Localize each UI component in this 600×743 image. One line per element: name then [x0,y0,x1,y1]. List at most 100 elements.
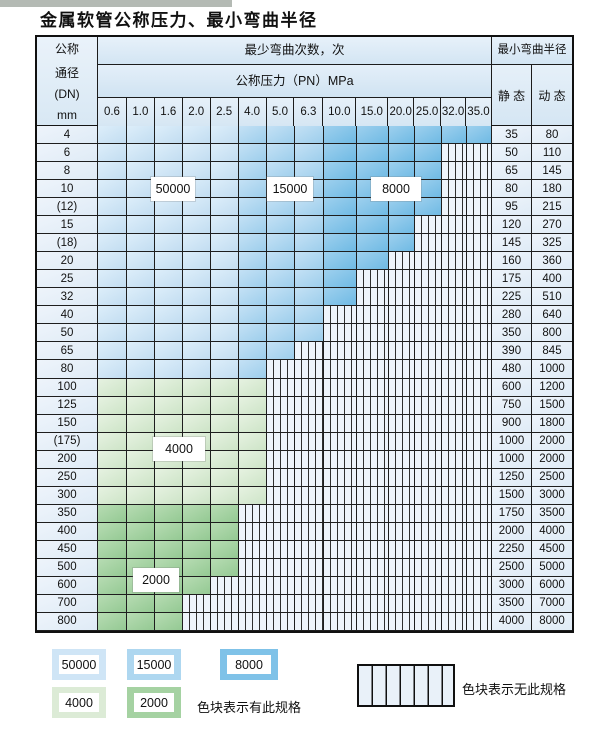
no-spec-cell [389,270,415,289]
static-radius-cell: 175 [492,270,532,289]
no-spec-cell [389,288,415,307]
no-spec-cell [295,576,324,595]
no-spec-cell [324,522,357,541]
spec-cell [127,342,155,361]
no-spec-cell [467,540,492,559]
static-radius-cell: 1750 [492,504,532,523]
no-spec-cell [324,432,357,451]
static-radius-cell: 1000 [492,450,532,469]
no-spec-cell [357,306,389,325]
dn-cell: 700 [37,594,98,613]
spec-cell [357,144,389,163]
no-spec-cell [442,162,467,181]
spec-cell [211,234,239,253]
static-radius-cell: 35 [492,126,532,145]
no-spec-cell [389,396,415,415]
dn-cell: 40 [37,306,98,325]
no-spec-cell [357,522,389,541]
static-radius-cell: 1500 [492,486,532,505]
static-radius-cell: 900 [492,414,532,433]
spec-cell [211,198,239,217]
no-spec-cell [415,414,442,433]
static-radius-cell: 2250 [492,540,532,559]
spec-cell [98,126,127,145]
no-spec-cell [389,522,415,541]
no-spec-cell [357,432,389,451]
no-spec-cell [467,270,492,289]
spec-cell [211,522,239,541]
spec-cell [127,144,155,163]
spec-cell [127,198,155,217]
spec-cell [127,468,155,487]
spec-cell [155,126,183,145]
spec-cell [155,288,183,307]
no-spec-cell [357,450,389,469]
no-spec-cell [442,198,467,217]
dn-cell: (12) [37,198,98,217]
no-spec-cell [239,540,267,559]
no-spec-cell [467,450,492,469]
spec-cell [98,144,127,163]
no-spec-cell [324,558,357,577]
spec-cell [183,126,211,145]
spec-cell [183,378,211,397]
spec-cell [239,288,267,307]
no-spec-cell [467,216,492,235]
dn-cell: 150 [37,414,98,433]
spec-cell [211,324,239,343]
dynamic-radius-cell: 640 [532,306,572,325]
spec-cell [127,162,155,181]
no-spec-cell [295,540,324,559]
dynamic-radius-cell: 400 [532,270,572,289]
no-spec-cell [415,252,442,271]
dynamic-radius-cell: 2000 [532,450,572,469]
spec-cell [211,180,239,199]
no-spec-cell [295,612,324,631]
dynamic-radius-cell: 7000 [532,594,572,613]
spec-cell [127,360,155,379]
no-spec-cell [467,234,492,253]
dynamic-radius-cell: 145 [532,162,572,181]
dn-cell: 400 [37,522,98,541]
no-spec-cell [267,486,295,505]
legend-swatch-2000: 2000 [127,687,181,718]
spec-cell [155,252,183,271]
spec-cell [267,306,295,325]
spec-cell [239,234,267,253]
spec-cell [239,432,267,451]
no-spec-cell [389,504,415,523]
spec-cell [389,144,415,163]
no-spec-cell [442,324,467,343]
spec-cell [211,378,239,397]
spec-cell [183,414,211,433]
no-spec-cell [389,450,415,469]
table-header: 公称 通径 (DN) mm 最少弯曲次数，次 公称压力（PN）MPa 0.6 1.… [37,37,572,127]
static-radius-cell: 160 [492,252,532,271]
spec-cell [239,396,267,415]
no-spec-cell [295,504,324,523]
no-spec-cell [442,396,467,415]
bend-cycles-label: 最少弯曲次数，次 [98,37,491,65]
spec-cell [389,216,415,235]
no-spec-cell [357,360,389,379]
spec-cell [155,396,183,415]
static-radius-cell: 480 [492,360,532,379]
spec-cell [155,468,183,487]
no-spec-cell [415,594,442,613]
cycles-label-4000: 4000 [153,437,205,461]
spec-cell [239,468,267,487]
spec-cell [183,252,211,271]
no-spec-cell [389,540,415,559]
no-spec-cell [239,594,267,613]
static-radius-cell: 3000 [492,576,532,595]
spec-cell [127,522,155,541]
no-spec-cell [267,612,295,631]
spec-cell [239,252,267,271]
spec-cell [415,144,442,163]
spec-cell [239,306,267,325]
spec-cell [295,306,324,325]
spec-cell [267,216,295,235]
spec-cell [324,162,357,181]
spec-cell [98,396,127,415]
dn-label-line: 通径 [54,65,79,80]
